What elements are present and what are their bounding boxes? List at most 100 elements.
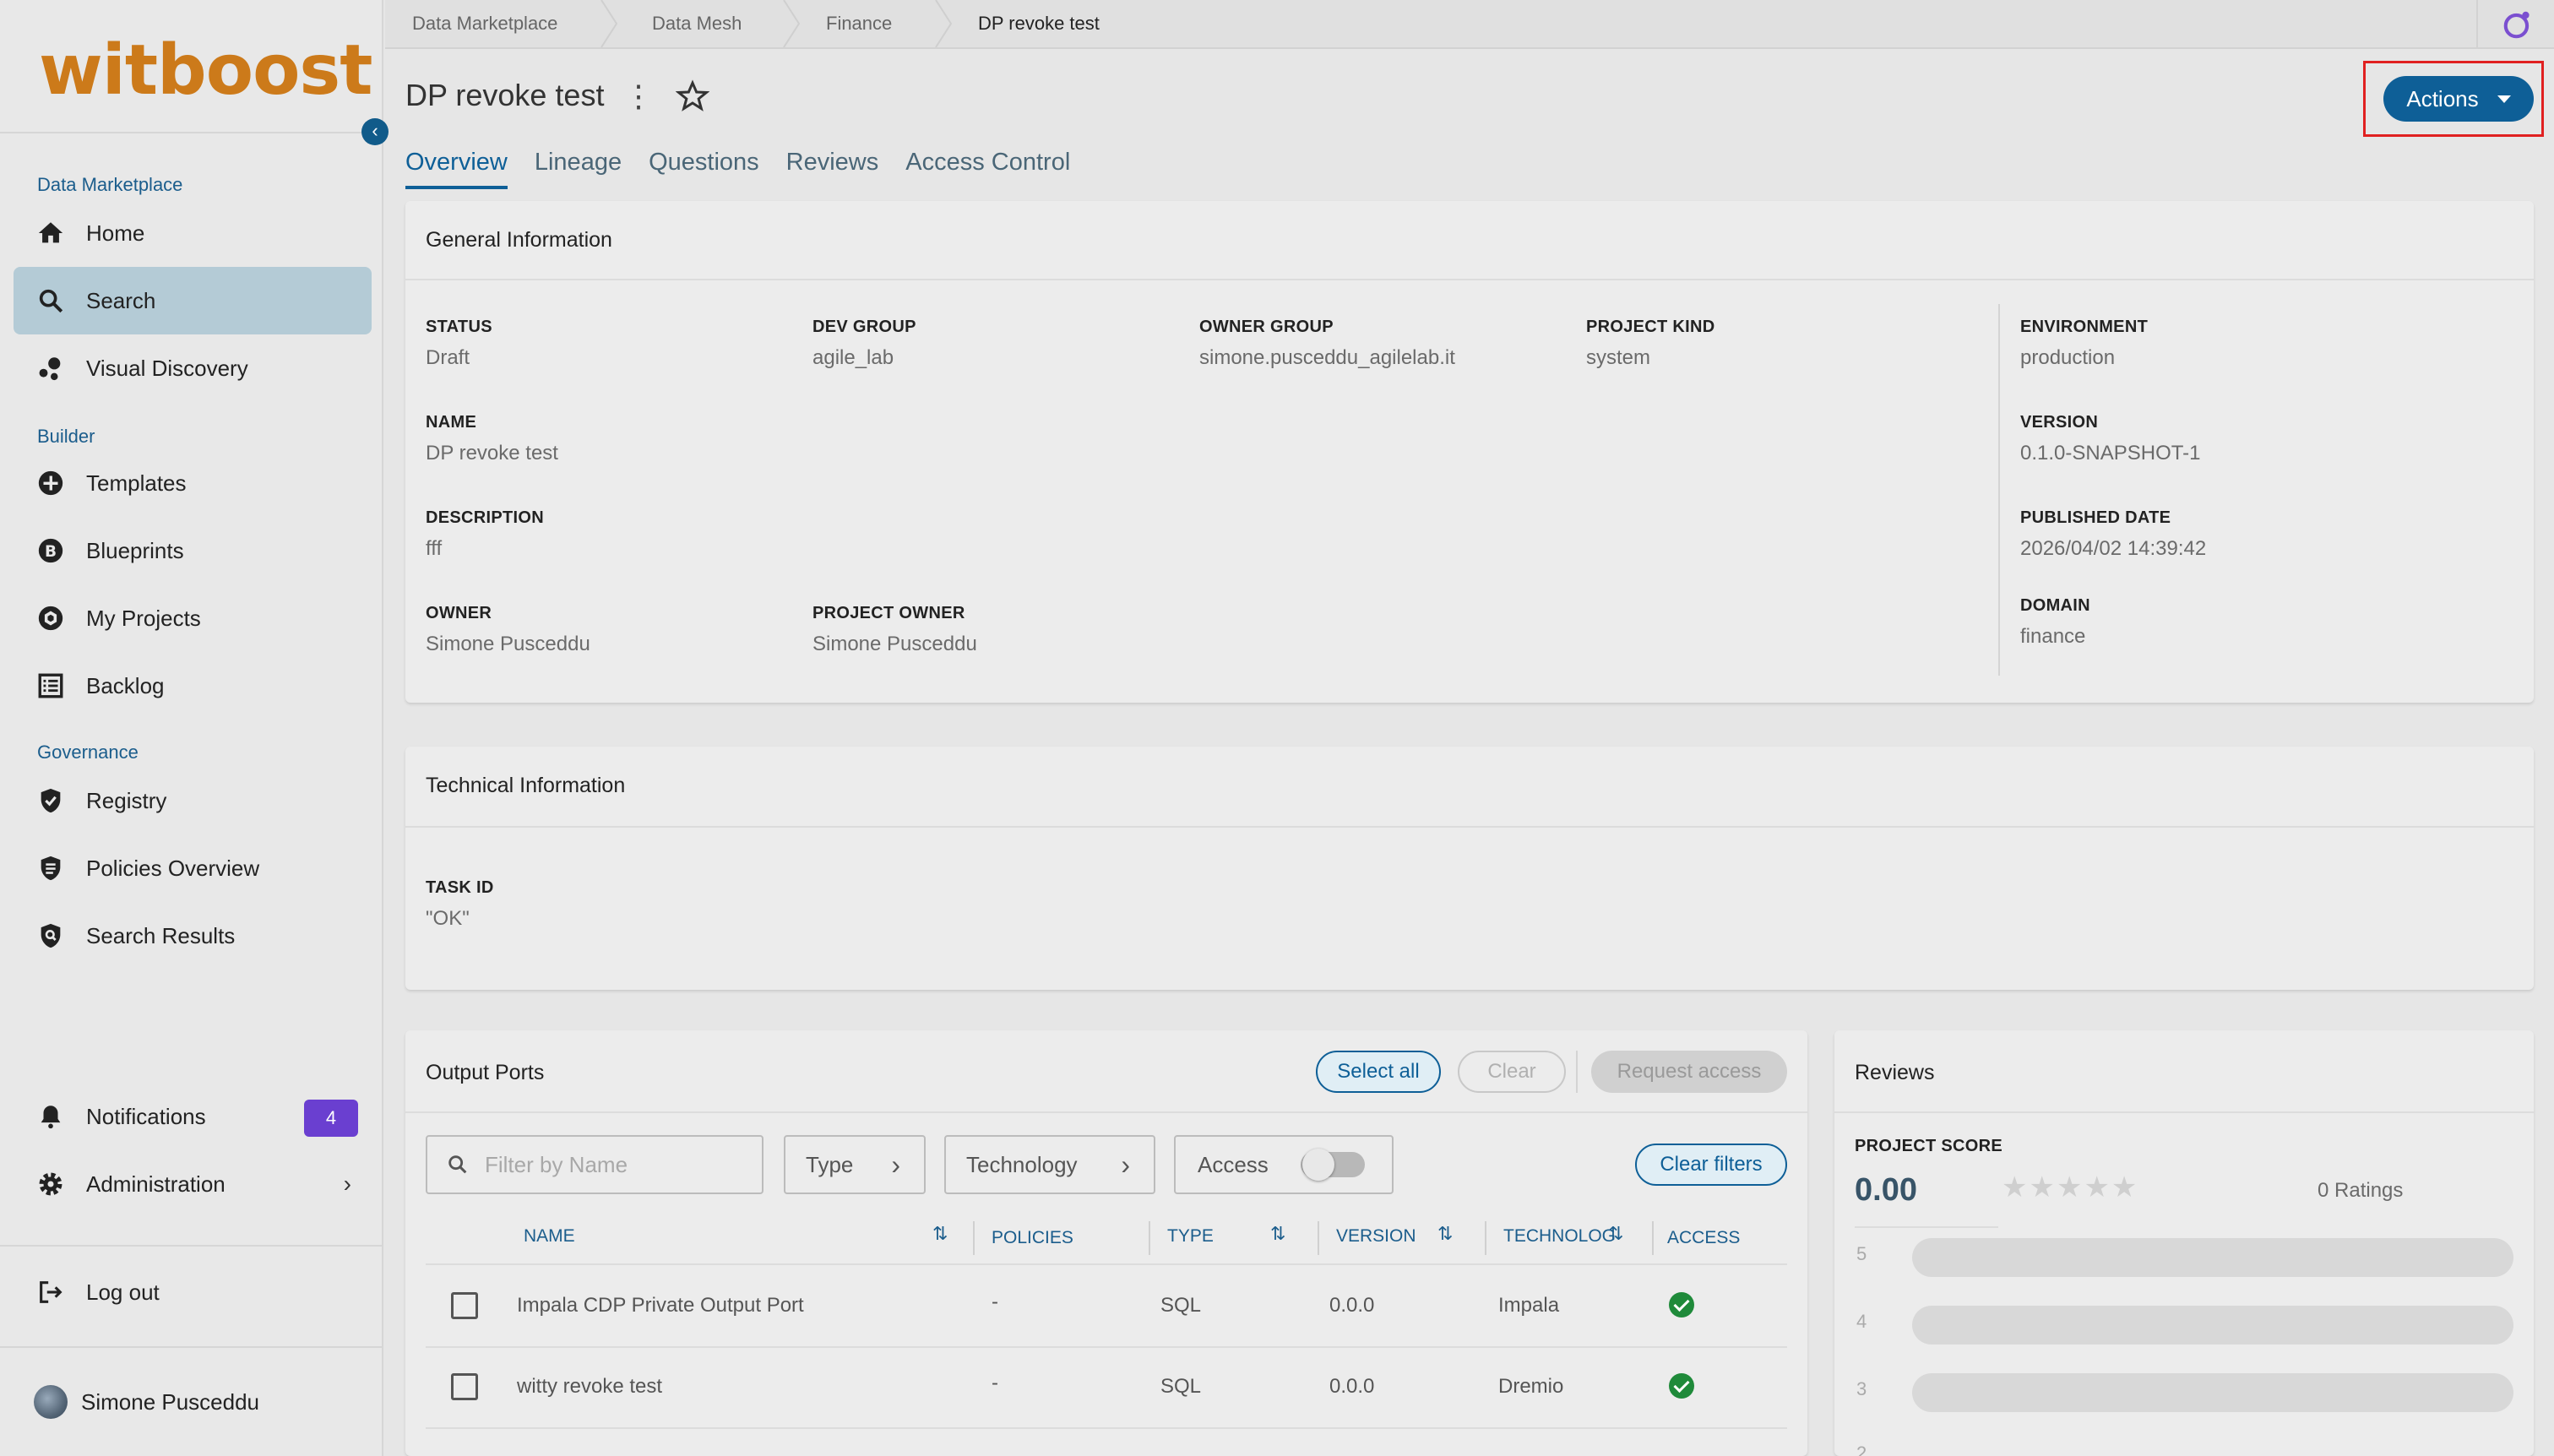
published-date-value: 2026/04/02 14:39:42 <box>2020 537 2207 560</box>
clear-button[interactable]: Clear <box>1458 1051 1566 1093</box>
sidebar-item-label: Home <box>86 220 145 246</box>
access-filter-label: Access <box>1198 1151 1269 1177</box>
sidebar-item-policies-overview[interactable]: Policies Overview <box>14 834 372 902</box>
shield-check-icon <box>34 784 68 818</box>
column-header-technology[interactable]: TECHNOLOG <box>1503 1226 1617 1246</box>
bubbles-icon <box>34 351 68 385</box>
port-technology: Dremio <box>1498 1375 1564 1398</box>
breadcrumb: Data Marketplace Data Mesh Finance DP re… <box>385 0 2554 49</box>
actions-button[interactable]: Actions <box>2383 76 2534 122</box>
tab-bar: Overview Lineage Questions Reviews Acces… <box>405 149 1070 189</box>
column-header-name[interactable]: NAME <box>524 1226 575 1246</box>
sort-icon[interactable]: ⇅ <box>1437 1223 1454 1244</box>
status-label: STATUS <box>426 318 492 336</box>
breadcrumb-item-current: DP revoke test <box>978 13 1100 34</box>
access-filter[interactable]: Access <box>1174 1135 1394 1194</box>
search-icon <box>34 284 68 318</box>
shield-search-icon <box>34 919 68 953</box>
star-icon[interactable] <box>676 79 709 113</box>
column-separator <box>1318 1221 1319 1255</box>
name-label: NAME <box>426 413 477 432</box>
sort-icon[interactable]: ⇅ <box>1608 1223 1624 1244</box>
sidebar-item-my-projects[interactable]: My Projects <box>14 584 372 652</box>
witboost-logo[interactable]: witboost <box>39 30 372 111</box>
tab-access-control[interactable]: Access Control <box>905 149 1071 176</box>
divider <box>0 1346 382 1348</box>
description-value: fff <box>426 537 443 560</box>
breadcrumb-item[interactable]: Data Mesh <box>652 13 742 34</box>
name-value: DP revoke test <box>426 442 558 465</box>
select-all-button[interactable]: Select all <box>1316 1051 1441 1093</box>
sidebar-item-blueprints[interactable]: B Blueprints <box>14 517 372 584</box>
collapse-sidebar-button[interactable]: ‹ <box>361 118 389 145</box>
tab-lineage[interactable]: Lineage <box>534 149 622 176</box>
published-date-label: PUBLISHED DATE <box>2020 508 2171 527</box>
divider <box>2476 0 2478 47</box>
port-policies: - <box>992 1290 998 1313</box>
request-access-button[interactable]: Request access <box>1591 1051 1787 1093</box>
card-title: Output Ports <box>426 1061 545 1084</box>
access-granted-icon <box>1669 1373 1694 1399</box>
general-information-card: General Information STATUS Draft DEV GRO… <box>405 201 2534 703</box>
home-icon <box>34 216 68 250</box>
filter-by-name-input[interactable]: Filter by Name <box>426 1135 763 1194</box>
section-data-marketplace: Data Marketplace <box>37 174 183 195</box>
project-owner-value: Simone Pusceddu <box>812 633 977 655</box>
tab-reviews[interactable]: Reviews <box>785 149 879 176</box>
column-header-type[interactable]: TYPE <box>1167 1226 1214 1246</box>
technology-filter[interactable]: Technology › <box>944 1135 1155 1194</box>
port-name[interactable]: Impala CDP Private Output Port <box>517 1294 804 1317</box>
divider <box>1576 1051 1578 1093</box>
sidebar-item-notifications[interactable]: Notifications 4 <box>14 1083 372 1150</box>
access-toggle[interactable] <box>1301 1149 1365 1181</box>
row-checkbox[interactable] <box>451 1292 478 1319</box>
task-id-value: "OK" <box>426 907 470 930</box>
column-header-version[interactable]: VERSION <box>1336 1226 1416 1246</box>
port-name[interactable]: witty revoke test <box>517 1375 663 1398</box>
user-profile[interactable]: Simone Pusceddu <box>14 1368 372 1436</box>
sidebar-item-search-results[interactable]: Search Results <box>14 902 372 970</box>
breadcrumb-item[interactable]: Finance <box>826 13 893 34</box>
project-score-label: PROJECT SCORE <box>1855 1137 2003 1155</box>
ratings-count: 0 Ratings <box>2318 1179 2404 1202</box>
logout-button[interactable]: Log out <box>14 1258 372 1326</box>
dev-group-value: agile_lab <box>812 346 894 369</box>
sidebar-item-templates[interactable]: Templates <box>14 449 372 517</box>
sidebar-item-registry[interactable]: Registry <box>14 767 372 834</box>
sidebar-item-backlog[interactable]: Backlog <box>14 652 372 720</box>
sidebar-item-label: Policies Overview <box>86 855 260 881</box>
section-governance: Governance <box>37 742 139 763</box>
sidebar-item-search[interactable]: Search <box>14 267 372 334</box>
port-technology: Impala <box>1498 1294 1560 1317</box>
owner-value: Simone Pusceddu <box>426 633 590 655</box>
environment-label: ENVIRONMENT <box>2020 318 2149 336</box>
divider <box>1998 304 2000 676</box>
sort-icon[interactable]: ⇅ <box>1270 1223 1286 1244</box>
sidebar-item-administration[interactable]: Administration › <box>14 1150 372 1218</box>
assistant-icon[interactable] <box>2502 8 2534 41</box>
divider <box>0 132 382 133</box>
more-options-icon[interactable]: ⋮ <box>623 79 654 113</box>
policy-icon <box>34 851 68 885</box>
divider <box>426 1427 1787 1429</box>
sidebar-item-visual-discovery[interactable]: Visual Discovery <box>14 334 372 402</box>
user-name: Simone Pusceddu <box>81 1388 260 1415</box>
column-separator <box>973 1221 975 1255</box>
breadcrumb-item[interactable]: Data Marketplace <box>412 13 558 34</box>
sidebar-item-label: Administration <box>86 1171 226 1197</box>
svg-text:B: B <box>45 543 57 561</box>
card-title: Reviews <box>1855 1061 1935 1084</box>
tab-questions[interactable]: Questions <box>649 149 759 176</box>
rating-row-label: 3 <box>1856 1378 1867 1399</box>
type-filter[interactable]: Type › <box>784 1135 926 1194</box>
project-kind-value: system <box>1586 346 1651 369</box>
clear-filters-button[interactable]: Clear filters <box>1635 1144 1787 1186</box>
sidebar-item-label: Backlog <box>86 672 165 698</box>
rating-row-label: 2 <box>1856 1442 1867 1456</box>
tab-overview[interactable]: Overview <box>405 149 508 189</box>
domain-label: DOMAIN <box>2020 596 2090 615</box>
sort-icon[interactable]: ⇅ <box>932 1223 948 1244</box>
row-checkbox[interactable] <box>451 1373 478 1400</box>
column-separator <box>1485 1221 1486 1255</box>
sidebar-item-home[interactable]: Home <box>14 199 372 267</box>
